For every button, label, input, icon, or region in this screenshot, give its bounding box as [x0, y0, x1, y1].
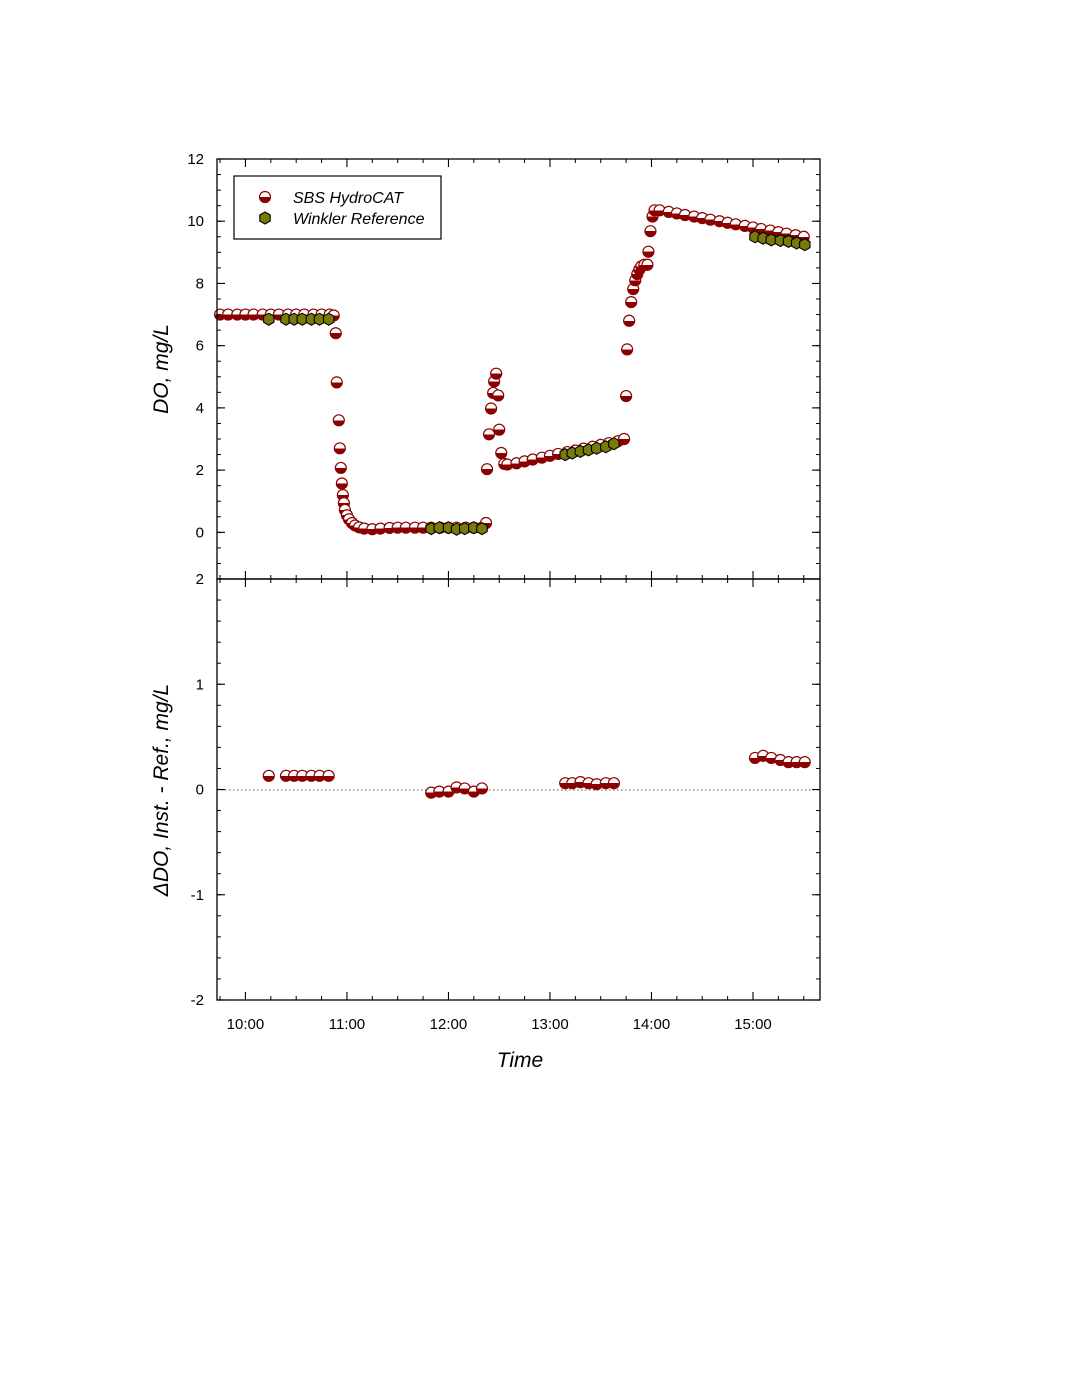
y-tick-label: 12 [187, 151, 204, 168]
legend-box [233, 175, 442, 240]
y-tick-label: 8 [196, 275, 204, 292]
delta-do-point [798, 756, 811, 769]
sbs-hydrocat-point [330, 376, 343, 389]
x-tick-label: 10:00 [227, 1016, 265, 1033]
x-tick-label: 14:00 [633, 1016, 671, 1033]
y-tick-label: 0 [196, 524, 204, 541]
bottom-panel-y-ticks: -2 -1 0 1 2 [191, 571, 820, 1009]
y-tick-label: -1 [191, 887, 204, 904]
y-tick-label: 2 [196, 571, 204, 588]
x-tick-label: 15:00 [734, 1016, 772, 1033]
bottom-panel: -2 -1 0 1 2 10:00 11:00 12:00 13:00 14:00 15:00 Δ… [150, 159, 821, 1072]
sbs-hydrocat-point [625, 296, 638, 309]
bottom-panel-marks [262, 749, 811, 799]
top-panel: 0 2 4 6 8 10 12 DO, mg/L SBS HydroCAT Winkler … [150, 151, 821, 580]
x-axis-title: Time [497, 1049, 543, 1072]
sbs-hydrocat-point [621, 343, 634, 356]
x-axis-ticks: 10:00 11:00 12:00 13:00 14:00 15:00 [219, 159, 805, 1033]
winkler-reference-point [322, 312, 335, 326]
sbs-hydrocat-point [480, 463, 494, 476]
sbs-hydrocat-point [642, 245, 655, 258]
sbs-hydrocat-point [644, 225, 657, 238]
sbs-hydrocat-point [623, 314, 636, 327]
bottom-panel-frame [216, 578, 821, 1001]
legend-label-sbs-hydrocat: SBS HydroCAT [293, 190, 404, 207]
sbs-hydrocat-point [333, 442, 346, 455]
sbs-hydrocat-point [335, 477, 348, 490]
legend-label-winkler-reference: Winkler Reference [293, 211, 425, 228]
top-panel-marks [213, 204, 811, 536]
sbs-hydrocat-point [329, 327, 342, 340]
delta-do-point [607, 777, 621, 790]
y-tick-label: 6 [196, 338, 204, 355]
legend-marker-sbs-hydrocat [258, 190, 272, 204]
winkler-reference-point [608, 437, 620, 451]
y-tick-label: 1 [196, 676, 204, 693]
sbs-hydrocat-point [641, 258, 654, 271]
y-tick-label: -2 [191, 992, 204, 1009]
y-tick-label: 2 [196, 462, 204, 479]
sbs-hydrocat-point [484, 402, 498, 415]
sbs-hydrocat-point [495, 446, 508, 460]
sbs-hydrocat-point [620, 389, 633, 403]
y-tick-label: 10 [187, 213, 204, 230]
y-tick-label: 4 [196, 400, 204, 417]
delta-do-point [475, 782, 489, 795]
x-tick-label: 11:00 [329, 1016, 365, 1033]
bottom-y-axis-title: ΔDO, Inst. - Ref., mg/L [150, 684, 173, 897]
winkler-reference-point [799, 237, 811, 252]
sbs-hydrocat-point [334, 461, 347, 475]
delta-do-point [322, 769, 335, 782]
x-tick-label: 13:00 [531, 1016, 569, 1033]
winkler-reference-point [263, 312, 275, 326]
sbs-hydrocat-point [490, 367, 503, 380]
sbs-hydrocat-point [492, 389, 505, 402]
delta-do-point [262, 769, 275, 782]
winkler-reference-point [476, 521, 488, 536]
top-y-axis-title: DO, mg/L [150, 324, 173, 414]
sbs-hydrocat-point [482, 428, 496, 441]
y-tick-label: 0 [196, 782, 204, 799]
legend-marker-winkler-reference [259, 211, 271, 225]
sbs-hydrocat-point [332, 414, 345, 427]
sbs-hydrocat-point [617, 432, 631, 446]
sbs-hydrocat-point [493, 423, 506, 436]
x-tick-label: 12:00 [430, 1016, 468, 1033]
legend: SBS HydroCAT Winkler Reference [233, 175, 442, 240]
